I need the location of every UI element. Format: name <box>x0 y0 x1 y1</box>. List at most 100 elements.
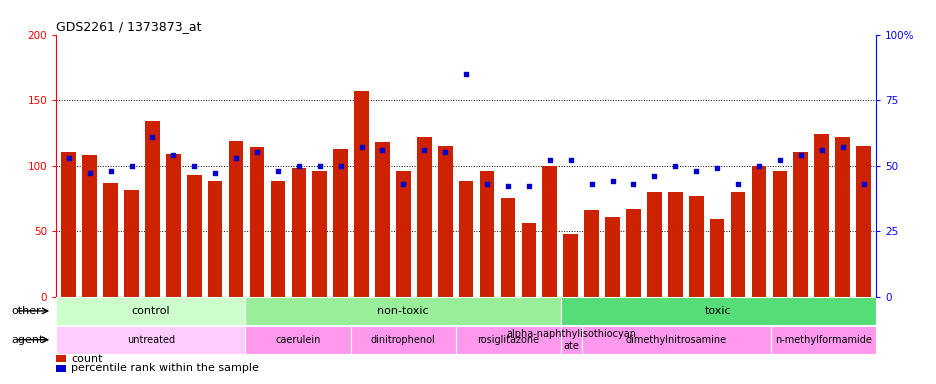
Bar <box>563 233 578 296</box>
Point <box>312 162 327 169</box>
Bar <box>647 192 661 296</box>
Bar <box>350 326 455 354</box>
Bar <box>479 171 494 296</box>
Point <box>124 162 139 169</box>
Point <box>333 162 348 169</box>
Point <box>82 170 97 177</box>
Bar <box>245 326 350 354</box>
Point <box>374 147 389 153</box>
Bar <box>500 198 515 296</box>
Point <box>291 162 306 169</box>
Point <box>208 170 223 177</box>
Text: n-methylformamide: n-methylformamide <box>774 335 871 345</box>
Bar <box>228 141 243 296</box>
Point <box>103 168 118 174</box>
Bar <box>271 181 285 296</box>
Bar <box>581 326 770 354</box>
Bar <box>187 175 201 296</box>
Point <box>228 155 243 161</box>
Bar <box>312 171 327 296</box>
Bar <box>56 297 245 325</box>
Text: GDS2261 / 1373873_at: GDS2261 / 1373873_at <box>56 20 201 33</box>
Bar <box>354 91 369 296</box>
Text: control: control <box>131 306 170 316</box>
Point <box>667 162 682 169</box>
Bar <box>560 297 875 325</box>
Point <box>563 157 578 163</box>
Text: non-toxic: non-toxic <box>377 306 429 316</box>
Point <box>813 147 828 153</box>
Text: rosiglitazone: rosiglitazone <box>476 335 539 345</box>
Point <box>583 181 598 187</box>
Point <box>479 181 494 187</box>
Bar <box>667 192 682 296</box>
Point <box>856 181 870 187</box>
Bar <box>145 121 159 296</box>
Bar <box>56 364 66 372</box>
Point <box>793 152 808 158</box>
Bar <box>208 181 222 296</box>
Bar <box>751 166 766 296</box>
Text: caerulein: caerulein <box>275 335 320 345</box>
Point <box>396 181 411 187</box>
Point <box>166 152 181 158</box>
Bar <box>56 356 66 362</box>
Point <box>249 149 264 156</box>
Point <box>145 134 160 140</box>
Point <box>271 168 285 174</box>
Bar <box>249 147 264 296</box>
Bar <box>455 326 560 354</box>
Text: untreated: untreated <box>126 335 175 345</box>
Point <box>730 181 745 187</box>
Bar <box>856 146 870 296</box>
Point <box>458 71 473 77</box>
Point <box>771 157 786 163</box>
Bar <box>374 142 389 296</box>
Point <box>688 168 703 174</box>
Bar <box>709 219 724 296</box>
Bar <box>245 297 560 325</box>
Point <box>61 155 76 161</box>
Text: count: count <box>71 354 102 364</box>
Text: toxic: toxic <box>705 306 731 316</box>
Bar <box>605 217 620 296</box>
Point <box>542 157 557 163</box>
Point <box>354 144 369 150</box>
Bar <box>459 181 473 296</box>
Bar <box>291 168 306 296</box>
Point <box>417 147 431 153</box>
Bar <box>542 166 557 296</box>
Point <box>751 162 766 169</box>
Bar <box>772 171 786 296</box>
Bar <box>82 155 97 296</box>
Bar <box>333 149 347 296</box>
Text: dinitrophenol: dinitrophenol <box>371 335 435 345</box>
Point <box>625 181 640 187</box>
Point <box>186 162 201 169</box>
Point <box>709 165 724 171</box>
Text: percentile rank within the sample: percentile rank within the sample <box>71 363 258 374</box>
Point <box>605 178 620 184</box>
Point <box>437 149 452 156</box>
Bar <box>417 137 431 296</box>
Bar <box>770 326 875 354</box>
Bar <box>730 192 744 296</box>
Bar <box>124 190 139 296</box>
Bar <box>793 152 807 296</box>
Text: dimethylnitrosamine: dimethylnitrosamine <box>625 335 726 345</box>
Bar <box>834 137 849 296</box>
Point <box>834 144 849 150</box>
Bar <box>560 326 581 354</box>
Point <box>500 184 515 190</box>
Point <box>520 184 535 190</box>
Bar <box>56 326 245 354</box>
Bar <box>437 146 452 296</box>
Bar <box>813 134 828 296</box>
Bar <box>103 182 118 296</box>
Bar <box>166 154 181 296</box>
Bar <box>396 171 410 296</box>
Bar <box>521 223 535 296</box>
Text: agent: agent <box>11 335 43 345</box>
Bar <box>584 210 598 296</box>
Point <box>646 173 661 179</box>
